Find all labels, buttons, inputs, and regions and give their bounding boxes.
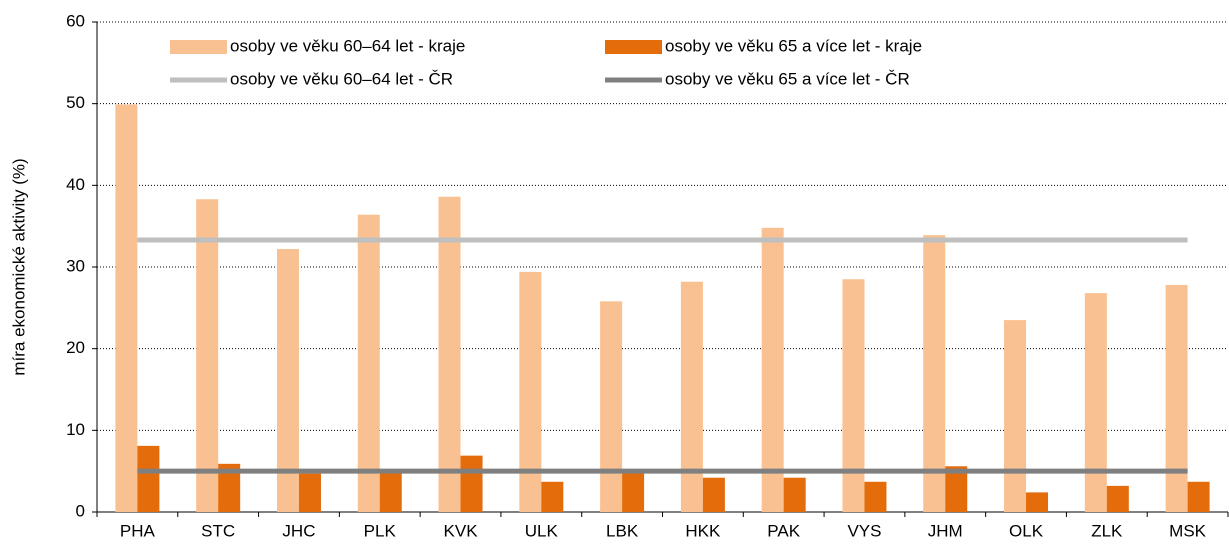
legend-label: osoby ve věku 60–64 let - ČR [230, 69, 453, 88]
y-tick-label: 10 [66, 420, 85, 439]
bar [600, 301, 623, 512]
x-tick-label: LBK [606, 521, 639, 540]
bar [842, 279, 865, 512]
bar [379, 471, 402, 512]
bar [680, 281, 703, 512]
bar [1084, 293, 1107, 512]
x-tick-label: OLK [1009, 521, 1044, 540]
bar [298, 473, 321, 512]
bar [196, 199, 219, 512]
legend-label: osoby ve věku 65 a více let - ČR [665, 69, 910, 88]
bar [1165, 284, 1188, 512]
bar [761, 227, 784, 513]
x-tick-label: MSK [1169, 521, 1207, 540]
bar [945, 466, 968, 512]
x-tick-label: JHC [282, 521, 315, 540]
bar [218, 463, 241, 512]
bar [460, 455, 483, 512]
legend-label: osoby ve věku 60–64 let - kraje [230, 36, 465, 55]
bar [541, 481, 564, 512]
legend-swatch [605, 40, 662, 54]
x-tick-label: ULK [525, 521, 559, 540]
x-tick-label: STC [201, 521, 235, 540]
legend-label: osoby ve věku 65 a více let - kraje [665, 36, 922, 55]
bar [357, 214, 380, 512]
x-tick-label: KVK [444, 521, 479, 540]
bar [137, 445, 160, 512]
x-tick-label: VYS [847, 521, 881, 540]
bar [622, 471, 645, 512]
y-axis-label: míra ekonomické aktivity (%) [9, 158, 28, 375]
x-tick-label: JHM [928, 521, 963, 540]
bar [864, 481, 887, 512]
x-tick-label: PHA [120, 521, 156, 540]
y-tick-label: 50 [66, 93, 85, 112]
bar [438, 196, 461, 512]
bar [519, 271, 542, 512]
y-tick-label: 30 [66, 256, 85, 275]
y-tick-label: 40 [66, 175, 85, 194]
bar [923, 235, 946, 512]
x-tick-label: PLK [364, 521, 397, 540]
bar [115, 104, 138, 512]
bar [783, 477, 806, 512]
x-tick-label: ZLK [1091, 521, 1123, 540]
legend-swatch [170, 40, 227, 54]
y-tick-label: 60 [66, 11, 85, 30]
y-tick-label: 20 [66, 338, 85, 357]
bar [1004, 320, 1027, 512]
bar [276, 249, 299, 513]
bar [1026, 492, 1049, 512]
bar [1187, 481, 1210, 512]
x-tick-label: PAK [767, 521, 800, 540]
bar [1106, 485, 1129, 512]
bar [702, 477, 725, 512]
x-tick-label: HKK [685, 521, 721, 540]
y-tick-label: 0 [76, 501, 85, 520]
